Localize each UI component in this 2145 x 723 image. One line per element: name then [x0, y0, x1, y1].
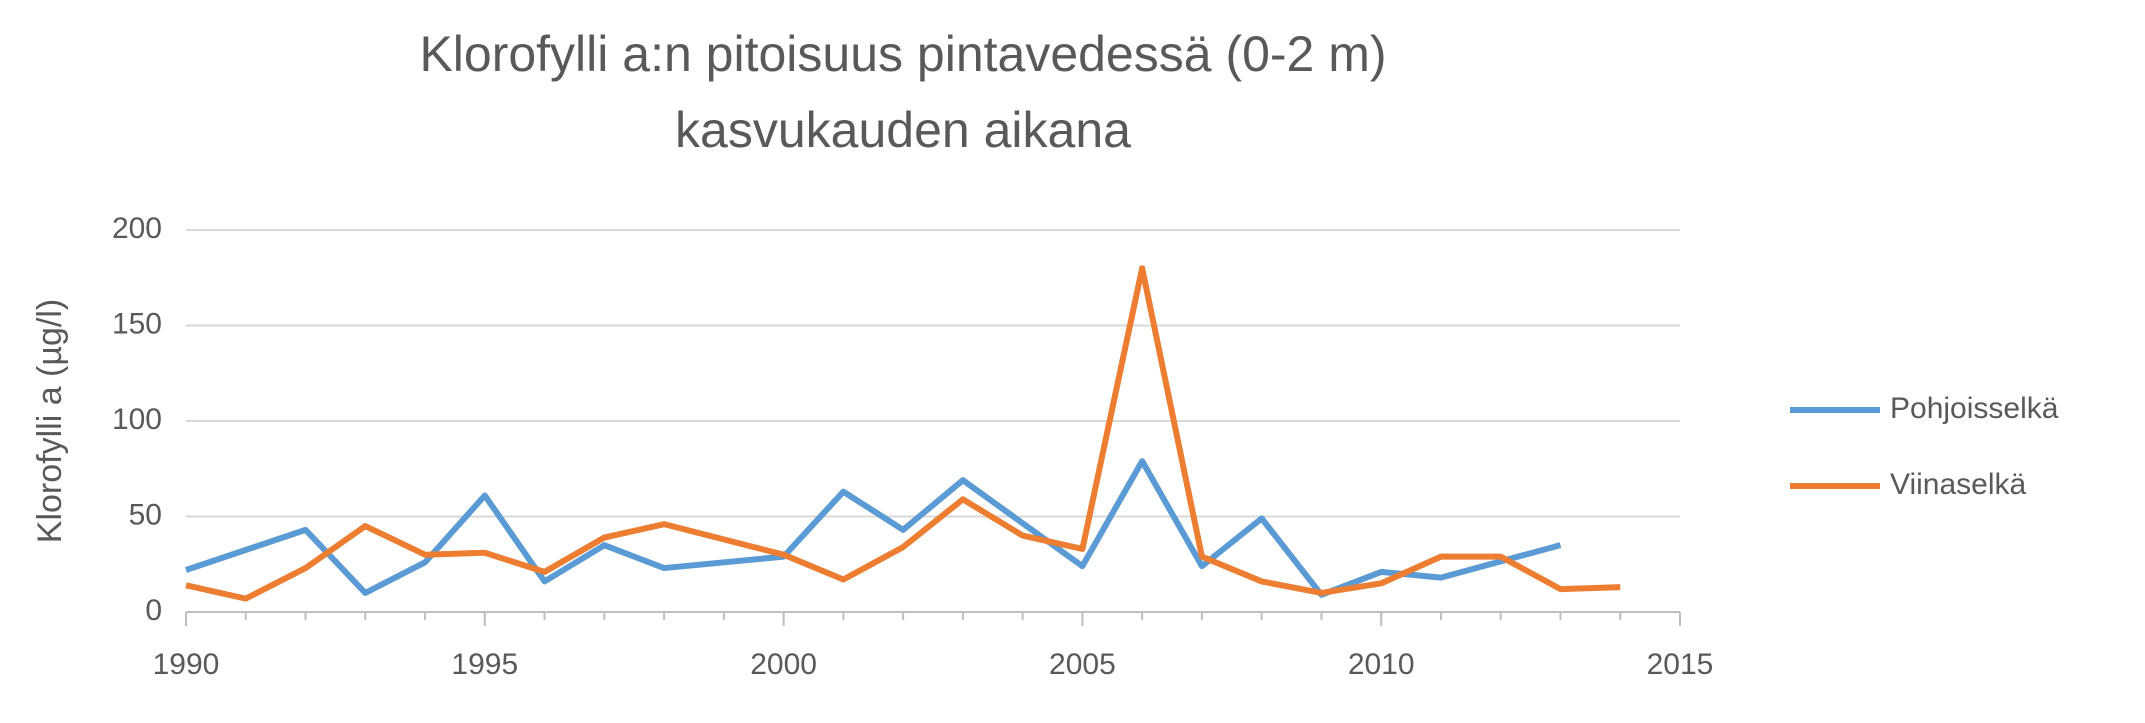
x-tick-label: 1990: [153, 648, 220, 681]
data-line: [185, 265, 1621, 602]
legend-label: Pohjoisselkä: [1890, 392, 2059, 425]
chart-title: Klorofylli a:n pitoisuus pintavedessä (0…: [419, 26, 1386, 82]
x-tick-label: 2005: [1049, 648, 1116, 681]
y-tick-label: 200: [112, 212, 162, 245]
chart-title: kasvukauden aikana: [675, 102, 1131, 158]
x-tick-label: 2000: [750, 648, 817, 681]
y-tick-label: 0: [145, 594, 162, 627]
y-tick-label: 50: [129, 498, 162, 531]
x-tick-label: 2010: [1348, 648, 1415, 681]
y-axis-label: Klorofylli a (µg/l): [31, 299, 69, 543]
y-tick-label: 150: [112, 307, 162, 340]
x-tick-label: 1995: [451, 648, 518, 681]
legend-label: Viinaselkä: [1890, 468, 2027, 501]
x-tick-label: 2015: [1647, 648, 1714, 681]
data-line: [185, 458, 1562, 598]
y-tick-label: 100: [112, 403, 162, 436]
